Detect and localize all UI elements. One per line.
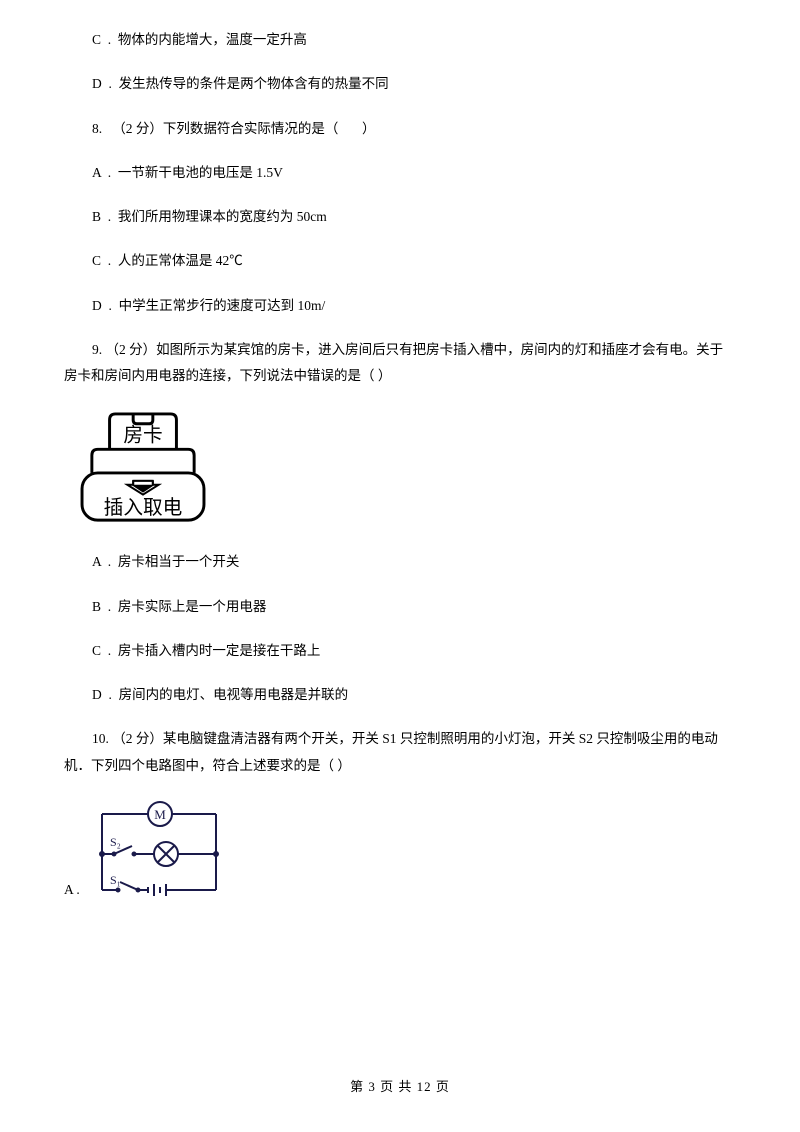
card-text-top: 房卡 (123, 425, 162, 447)
q8-option-b: B . 我们所用物理课本的宽度约为 50cm (64, 207, 736, 227)
q9-option-d: D . 房间内的电灯、电视等用电器是并联的 (64, 685, 736, 705)
q10-option-a-row: A . (64, 800, 736, 904)
q10-stem-line1: 10. （2 分）某电脑键盘清洁器有两个开关，开关 S1 只控制照明用的小灯泡，… (64, 729, 736, 749)
q10-option-a-label: A . (64, 880, 80, 904)
q8-option-a: A . 一节新干电池的电压是 1.5V (64, 163, 736, 183)
option-d-prev: D . 发生热传导的条件是两个物体含有的热量不同 (64, 74, 736, 94)
q9-option-a: A . 房卡相当于一个开关 (64, 552, 736, 572)
page-footer: 第 3 页 共 12 页 (0, 1077, 800, 1097)
motor-label: M (154, 807, 166, 822)
q8-stem: 8. （2 分）下列数据符合实际情况的是（ ） (64, 119, 736, 139)
q9-stem-line1: 9. （2 分）如图所示为某宾馆的房卡，进入房间后只有把房卡插入槽中，房间内的灯… (64, 340, 736, 360)
q8-option-d: D . 中学生正常步行的速度可达到 10m/ (64, 296, 736, 316)
option-c-prev: C . 物体的内能增大，温度一定升高 (64, 30, 736, 50)
q10-stem-line2: 机．下列四个电路图中，符合上述要求的是（ ） (64, 756, 736, 776)
s1-label: S₁ (110, 873, 121, 887)
q9-option-b: B . 房卡实际上是一个用电器 (64, 597, 736, 617)
circuit-diagram-a: M S₂ S₁ (84, 800, 234, 904)
document-page: C . 物体的内能增大，温度一定升高 D . 发生热传导的条件是两个物体含有的热… (0, 0, 800, 1132)
card-text-bottom: 插入取电 (104, 497, 183, 519)
s2-label: S₂ (110, 835, 121, 849)
room-card-diagram: 房卡 插入取电 (74, 410, 212, 528)
q9-stem-line2: 房卡和房间内用电器的连接，下列说法中错误的是（ ） (64, 366, 736, 386)
q9-option-c: C . 房卡插入槽内时一定是接在干路上 (64, 641, 736, 661)
q8-option-c: C . 人的正常体温是 42℃ (64, 251, 736, 271)
